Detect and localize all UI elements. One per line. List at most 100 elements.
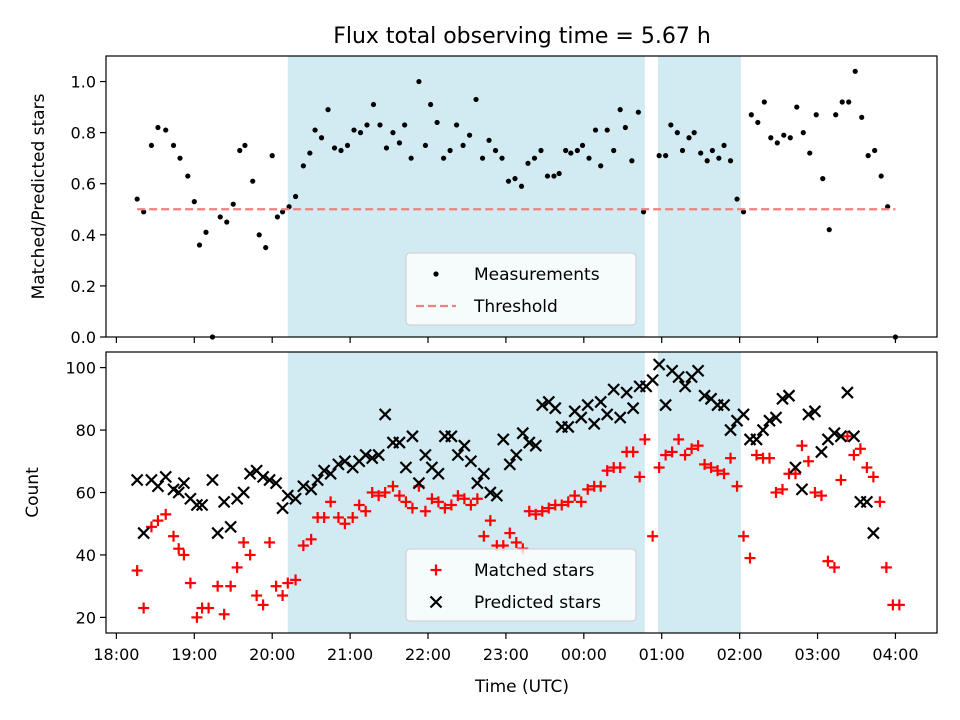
x-stroke-b [607, 383, 620, 396]
predicted-star-point [626, 401, 640, 415]
predicted-star-point [789, 461, 802, 474]
y-tick-label: 0.0 [71, 328, 96, 347]
matched-star-point [225, 580, 237, 592]
matched-star-point [639, 433, 651, 445]
matched-star-point [290, 574, 302, 586]
measurement-point [663, 153, 669, 159]
x-stroke-b [510, 448, 523, 462]
x-stroke-b [594, 395, 607, 409]
matched-star-point [705, 462, 717, 474]
measurement-point [531, 155, 538, 161]
measurement-point [568, 150, 574, 156]
matched-star-point [867, 471, 879, 483]
matched-star-point [738, 530, 750, 542]
measurement-point [434, 119, 440, 126]
x-tick-label: 20:00 [249, 645, 295, 664]
x-stroke-b [130, 473, 144, 487]
predicted-star-point [795, 483, 809, 496]
measurement-point [325, 107, 331, 113]
matched-star-point [218, 608, 230, 620]
x-stroke-b [393, 436, 406, 449]
x-tick-label: 02:00 [717, 645, 763, 664]
matched-star-point [725, 452, 737, 464]
matched-star-point [191, 611, 203, 623]
matched-star-point [601, 465, 613, 477]
matched-star-point [744, 552, 756, 564]
y-tick-label: 0.2 [71, 277, 96, 296]
x-stroke-b [477, 467, 491, 481]
measurement-point [544, 173, 551, 179]
matched-star-point [510, 536, 522, 548]
matched-star-point [796, 440, 808, 452]
matched-star-point [297, 540, 309, 552]
predicted-star-point [445, 430, 458, 443]
matched-star-point [318, 511, 330, 523]
measurement-point [865, 153, 871, 159]
matched-star-point [822, 555, 834, 567]
predicted-star-point [860, 495, 874, 509]
matched-star-point [373, 490, 385, 502]
measurement-point [191, 199, 197, 205]
top-panel: 0.0 0.2 0.4 0.6 0.8 1.0 Matched/Predicted star… [29, 55, 938, 347]
x-stroke-b [581, 398, 594, 412]
x-stroke-b [250, 464, 263, 477]
x-stroke-b [458, 439, 471, 452]
measurement-point [402, 122, 408, 128]
predicted-star-point [652, 358, 666, 371]
measurement-point [538, 147, 544, 154]
predicted-star-point [737, 408, 750, 421]
matched-star-point [353, 499, 365, 511]
measurement-point [727, 158, 734, 164]
measurement-point [286, 204, 292, 210]
x-stroke-b [828, 426, 841, 440]
matched-star-point [277, 590, 289, 602]
predicted-star-point [763, 414, 776, 427]
measurement-point [473, 96, 479, 103]
predicted-star-point [587, 417, 601, 431]
measurement-point [813, 112, 819, 118]
measurement-point [453, 122, 460, 128]
measurement-point [217, 214, 223, 220]
measurement-point [416, 78, 422, 85]
measurement-point [383, 145, 390, 151]
predicted-star-point [834, 430, 848, 443]
matched-star-point [173, 543, 185, 555]
matched-star-point [347, 511, 359, 523]
measurement-point [312, 127, 318, 133]
measurement-point [196, 242, 203, 248]
measurement-point [300, 163, 306, 169]
measurement-point [774, 140, 780, 146]
matched-star-point [634, 471, 646, 483]
predicted-star-point [561, 420, 575, 434]
matched-star-point [575, 496, 587, 508]
measurement-point [878, 173, 884, 179]
measurement-point [177, 155, 183, 161]
predicted-star-point [607, 383, 620, 396]
x-stroke-b [425, 461, 439, 474]
x-stroke-b [795, 483, 809, 496]
matched-star-point [270, 580, 282, 592]
measurement-point [781, 132, 787, 138]
matched-star-point [145, 521, 157, 533]
predicted-star-point [815, 445, 828, 459]
matched-star-point [393, 490, 405, 502]
matched-star-point [893, 599, 905, 611]
x-stroke-b [167, 483, 180, 496]
observing-interval-shade [657, 56, 741, 337]
predicted-star-point [510, 448, 523, 462]
predicted-star-point [464, 454, 478, 468]
y-tick-label: 0.8 [71, 124, 96, 143]
measurement-point [574, 147, 580, 154]
x-stroke-b [867, 526, 880, 540]
matched-star-point [478, 530, 490, 542]
measurement-point [698, 150, 704, 156]
x-stroke-b [561, 420, 575, 434]
x-stroke-b [860, 495, 874, 509]
matched-star-point [379, 487, 391, 498]
measurement-point [611, 147, 617, 154]
measurement-point [433, 271, 439, 277]
legend-box [405, 252, 637, 326]
predicted-star-point [535, 398, 549, 412]
matched-star-point [131, 565, 143, 577]
measurement-point [344, 142, 351, 149]
